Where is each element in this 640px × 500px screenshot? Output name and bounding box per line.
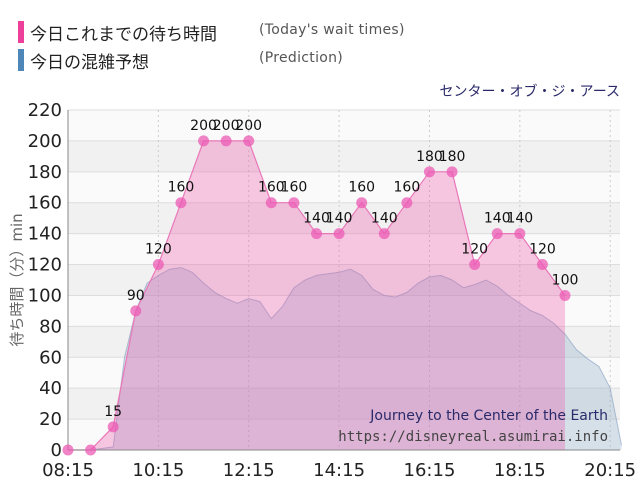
data-point (514, 228, 526, 240)
watermark-title: Journey to the Center of the Earth (369, 408, 608, 424)
y-axis-label: 待ち時間（分）min (8, 213, 26, 346)
data-point (152, 259, 164, 271)
y-tick-label: 60 (39, 347, 62, 368)
data-point (536, 259, 548, 271)
data-point (265, 197, 277, 209)
prediction-area (68, 267, 622, 450)
grid-band (68, 357, 620, 389)
data-point (333, 228, 345, 240)
grid-band (68, 202, 620, 234)
data-label: 200 (190, 118, 217, 134)
data-point (378, 228, 390, 240)
data-point (559, 289, 571, 301)
grid-band (68, 171, 620, 203)
legend-prediction-jp: 今日の混雑予想 (30, 52, 149, 73)
grid-band (68, 388, 620, 420)
data-point (107, 421, 119, 433)
data-label: 100 (552, 272, 579, 288)
y-tick-label: 0 (51, 440, 62, 461)
data-label: 140 (371, 211, 398, 227)
data-point (85, 444, 97, 456)
data-label: 140 (326, 211, 353, 227)
x-tick-label: 20:15 (584, 460, 636, 481)
prediction-line (68, 267, 622, 451)
data-point (446, 166, 458, 178)
data-label: 160 (281, 180, 308, 196)
data-label: 160 (168, 180, 195, 196)
data-point (288, 197, 300, 209)
x-tick-label: 14:15 (313, 460, 365, 481)
y-tick-label: 40 (39, 378, 62, 399)
y-tick-label: 180 (28, 162, 62, 183)
data-point (423, 166, 435, 178)
data-point (198, 135, 210, 147)
grid-band (68, 295, 620, 327)
x-tick-label: 08:15 (42, 460, 94, 481)
legend-prediction-en: (Prediction) (259, 50, 344, 66)
data-label: 160 (394, 180, 421, 196)
data-point (220, 135, 232, 147)
data-label: 180 (416, 149, 443, 165)
data-point (62, 444, 74, 456)
y-tick-label: 220 (28, 100, 62, 121)
data-label: 160 (348, 180, 375, 196)
data-point (175, 197, 187, 209)
grid-band (68, 140, 620, 172)
watermark-url: https://disneyreal.asumirai.info (338, 429, 608, 445)
data-point (311, 228, 323, 240)
y-tick-label: 80 (39, 316, 62, 337)
data-label: 200 (213, 118, 240, 134)
x-tick-label: 16:15 (404, 460, 456, 481)
legend-prediction-swatch (18, 49, 24, 71)
data-label: 120 (145, 242, 172, 258)
data-label: 140 (303, 211, 330, 227)
data-point (469, 259, 481, 271)
data-label: 180 (439, 149, 466, 165)
today-area (68, 140, 565, 450)
y-tick-label: 140 (28, 224, 62, 245)
x-tick-label: 18:15 (494, 460, 546, 481)
data-label: 200 (235, 118, 262, 134)
data-label: 120 (529, 242, 556, 258)
data-point (491, 228, 503, 240)
data-label: 140 (484, 211, 511, 227)
grid-band (68, 419, 620, 450)
data-label: 90 (127, 288, 145, 304)
data-label: 120 (461, 242, 488, 258)
chart-title: センター・オブ・ジ・アース (440, 83, 620, 100)
data-point (130, 305, 142, 317)
data-point (401, 197, 413, 209)
y-tick-label: 160 (28, 193, 62, 214)
legend-prediction: 今日の混雑予想 (18, 48, 149, 73)
x-tick-label: 10:15 (132, 460, 184, 481)
y-tick-label: 100 (28, 285, 62, 306)
grid-band (68, 326, 620, 358)
data-label: 160 (258, 180, 285, 196)
y-tick-label: 20 (39, 409, 62, 430)
data-label: 15 (104, 404, 122, 420)
data-point (243, 135, 255, 147)
data-label: 140 (506, 211, 533, 227)
x-tick-label: 12:15 (223, 460, 275, 481)
legend-today: 今日これまでの待ち時間 (18, 20, 217, 45)
y-tick-label: 120 (28, 255, 62, 276)
legend-today-en: (Today's wait times) (259, 22, 405, 38)
data-point (356, 197, 368, 209)
legend-today-swatch (18, 21, 24, 43)
y-tick-label: 200 (28, 131, 62, 152)
legend-today-jp: 今日これまでの待ち時間 (30, 24, 217, 45)
grid-band (68, 110, 620, 141)
